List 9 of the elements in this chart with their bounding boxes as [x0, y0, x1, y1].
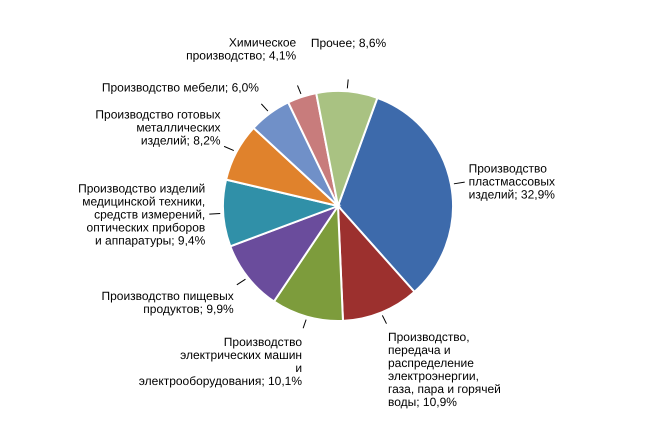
slice-label: Производство мебели; 6,0% — [102, 80, 260, 94]
slice-label: Производство изделий медицинской техники, средств измерений, оптических приборов и аппаратуры; 9,4% — [78, 182, 206, 248]
slice-label: Производство пластмассовых изделий; 32,9% — [468, 162, 556, 202]
slice-label: Производство готовых металлических изделий; 8,2% — [95, 107, 221, 148]
slice-label: Производство пищевых продуктов; 9,9% — [102, 288, 234, 316]
slice-label: Производство электрических машин и электрооборудования; 10,1% — [138, 334, 302, 388]
slice-label: Производство, передача и распределение электроэнергии, газа, пара и горячей воды; 10,9% — [388, 330, 501, 410]
slice-label: Химическое производство; 4,1% — [186, 35, 297, 62]
slice-label: Прочее; 8,6% — [310, 36, 387, 50]
